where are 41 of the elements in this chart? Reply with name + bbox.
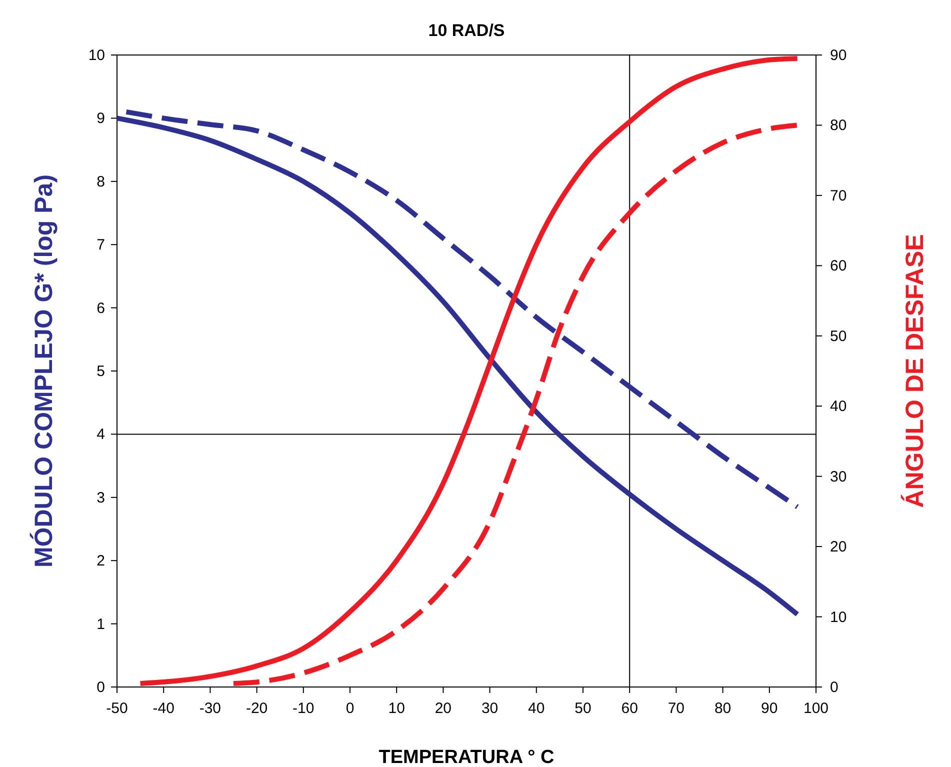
y-tick-label: 5 <box>96 363 105 380</box>
x-tick-label: 70 <box>668 700 685 717</box>
x-tick-label: 50 <box>574 700 592 717</box>
y2-tick-label: 10 <box>830 608 847 626</box>
chart-title: 10 RAD/S <box>428 21 505 40</box>
x-tick-label: 80 <box>714 700 732 717</box>
y-tick-label: 10 <box>88 47 105 64</box>
y2-tick-label: 0 <box>830 679 838 696</box>
y2-tick-label: 40 <box>830 398 847 416</box>
y-axis-title: MÓDULO COMPLEJO G* (log Pa) <box>29 174 58 568</box>
y2-tick-label: 80 <box>830 117 847 134</box>
x-tick-label: -40 <box>152 700 174 717</box>
x-tick-label: 40 <box>528 700 545 717</box>
y-tick-label: 4 <box>96 426 105 444</box>
x-tick-label: 10 <box>388 700 405 717</box>
y2-tick-label: 30 <box>830 468 847 486</box>
x-tick-label: -30 <box>199 700 222 717</box>
x-tick-label: 60 <box>621 700 638 717</box>
x-tick-label: 100 <box>803 700 829 717</box>
y2-tick-label: 20 <box>830 538 847 556</box>
y-tick-label: 7 <box>96 236 105 254</box>
y-tick-label: 1 <box>96 616 105 633</box>
x-tick-label: -20 <box>246 700 268 717</box>
y2-axis-title: ÁNGULO DE DESFASE <box>900 234 929 508</box>
x-tick-label: -10 <box>292 700 314 717</box>
y-tick-label: 9 <box>96 110 105 128</box>
x-tick-label: 0 <box>346 700 354 717</box>
y-tick-label: 2 <box>96 552 105 570</box>
y2-tick-label: 90 <box>830 47 847 64</box>
x-tick-label: 30 <box>481 700 498 717</box>
x-tick-label: 20 <box>434 700 452 717</box>
y2-tick-label: 60 <box>830 258 847 275</box>
x-tick-label: 90 <box>761 700 778 717</box>
y2-tick-label: 70 <box>830 187 847 204</box>
y-tick-label: 6 <box>96 300 105 317</box>
x-axis-title: TEMPERATURA ° C <box>378 747 554 767</box>
x-tick-label: -50 <box>106 700 128 717</box>
y-tick-label: 3 <box>96 489 105 506</box>
y-tick-label: 8 <box>96 173 105 190</box>
y-tick-label: 0 <box>96 679 105 696</box>
y2-tick-label: 50 <box>830 328 847 345</box>
